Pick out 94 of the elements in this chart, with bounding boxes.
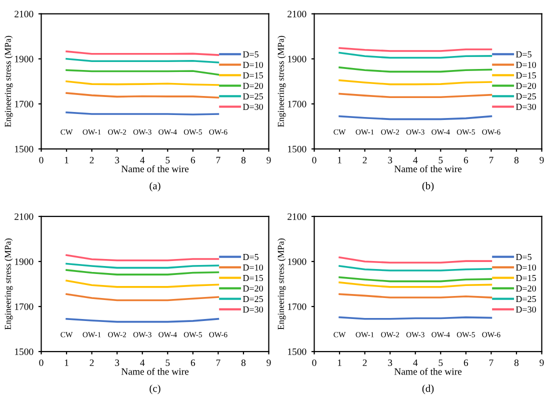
y-axis-title: Engineering stress (MPa): [4, 238, 13, 330]
x-tick-label: 3: [388, 156, 392, 164]
x-tick-label: 1: [64, 156, 68, 164]
legend-label: D=5: [242, 254, 258, 260]
legend-label: D=20: [242, 285, 263, 292]
y-tick-label: 1700: [15, 303, 34, 310]
x-axis-title: Name of the wire: [121, 368, 189, 375]
legend-label: D=15: [242, 274, 263, 282]
x-tick-label: 7: [489, 360, 494, 366]
legend-label: D=10: [242, 62, 263, 68]
x-tick-label: 8: [514, 156, 519, 164]
y-tick-label: 2100: [14, 10, 34, 18]
x-tick-label: 6: [190, 156, 196, 164]
y-tick-label: 1700: [15, 100, 34, 108]
x-tick-label: 9: [540, 359, 544, 366]
y-tick-label: 1500: [15, 348, 34, 356]
x-tick-label: 2: [90, 359, 94, 366]
x-tick-label: 0: [312, 359, 316, 366]
x-tick-label: 4: [140, 156, 145, 164]
x-tick-label: 4: [140, 360, 145, 366]
x-tick-label: 8: [241, 359, 246, 366]
y-tick-label: 1500: [15, 146, 34, 152]
legend-label: D=5: [242, 51, 258, 58]
legend-label: D=15: [242, 72, 263, 78]
x-tick-label: 9: [266, 156, 271, 164]
x-tick-label: 0: [39, 359, 44, 366]
x-tick-label: 9: [540, 156, 544, 164]
x-tick-label: 3: [115, 156, 120, 164]
x-tick-label: 7: [216, 156, 220, 164]
legend-label: D=30: [516, 306, 536, 313]
x-tick-label: 0: [39, 156, 44, 164]
y-tick-label: 1500: [288, 146, 306, 152]
x-tick-label: 2: [362, 156, 367, 164]
x-tick-label: 1: [338, 360, 342, 366]
x-axis-title: Name of the wire: [394, 368, 462, 375]
y-tick-label: 1500: [288, 348, 306, 356]
x-tick-label: 5: [438, 360, 443, 366]
text: (c): [150, 384, 160, 394]
x-tick-label: 4: [413, 156, 418, 164]
text: (b): [422, 182, 434, 192]
legend-label: D=20: [516, 82, 536, 89]
x-tick-label: 3: [388, 359, 392, 366]
x-tick-label: 8: [241, 156, 246, 164]
y-tick-label: 1900: [288, 258, 306, 265]
y-tick-label: 1700: [288, 100, 306, 108]
x-tick-label: 3: [115, 359, 120, 366]
legend-label: D=20: [242, 82, 263, 89]
legend-label: D=10: [242, 264, 263, 271]
y-tick-label: 1700: [288, 303, 306, 310]
legend-label: D=15: [516, 72, 536, 78]
legend-label: D=30: [516, 104, 536, 110]
x-tick-label: 1: [64, 360, 68, 366]
x-tick-label: 9: [266, 359, 271, 366]
y-tick-label: 1900: [15, 258, 34, 265]
legend-label: D=10: [516, 264, 536, 271]
legend-label: D=25: [242, 296, 263, 302]
x-axis-title: Name of the wire: [121, 165, 189, 172]
x-tick-label: 1: [338, 156, 342, 164]
legend-label: D=25: [516, 296, 536, 302]
y-tick-label: 1900: [288, 56, 306, 62]
text: (d): [422, 384, 434, 394]
legend-label: D=25: [516, 93, 536, 100]
y-tick-label: 2100: [14, 213, 34, 220]
legend-label: D=30: [242, 306, 263, 313]
legend-label: D=25: [242, 93, 263, 100]
legend-label: D=10: [516, 62, 536, 68]
legend-label: D=5: [516, 254, 532, 260]
line-series: [66, 280, 220, 288]
x-tick-label: 5: [166, 156, 170, 164]
y-tick-label: 2100: [288, 10, 306, 18]
x-tick-label: 0: [312, 156, 316, 164]
legend-label: D=20: [516, 285, 536, 292]
x-tick-label: 6: [190, 359, 196, 366]
legend-label: D=5: [516, 51, 532, 58]
x-tick-label: 8: [514, 359, 519, 366]
legend-label: D=30: [242, 104, 263, 110]
text: (a): [150, 182, 160, 192]
y-axis-title: Engineering stress (MPa): [278, 36, 286, 127]
y-tick-label: 1900: [15, 56, 34, 62]
y-axis-title: Engineering stress (MPa): [278, 238, 286, 330]
x-tick-label: 2: [90, 156, 94, 164]
line-series: [66, 293, 220, 302]
x-tick-label: 6: [464, 359, 468, 366]
x-tick-label: 5: [438, 156, 443, 164]
x-tick-label: 7: [216, 360, 220, 366]
x-tick-label: 5: [166, 360, 170, 366]
y-axis-title: Engineering stress (MPa): [4, 36, 13, 127]
legend-label: D=15: [516, 274, 536, 282]
x-axis-title: Name of the wire: [394, 165, 462, 172]
x-tick-label: 4: [413, 360, 418, 366]
x-tick-label: 7: [489, 156, 494, 164]
y-tick-label: 2100: [288, 213, 306, 220]
x-tick-label: 6: [464, 156, 468, 164]
x-tick-label: 2: [362, 359, 367, 366]
